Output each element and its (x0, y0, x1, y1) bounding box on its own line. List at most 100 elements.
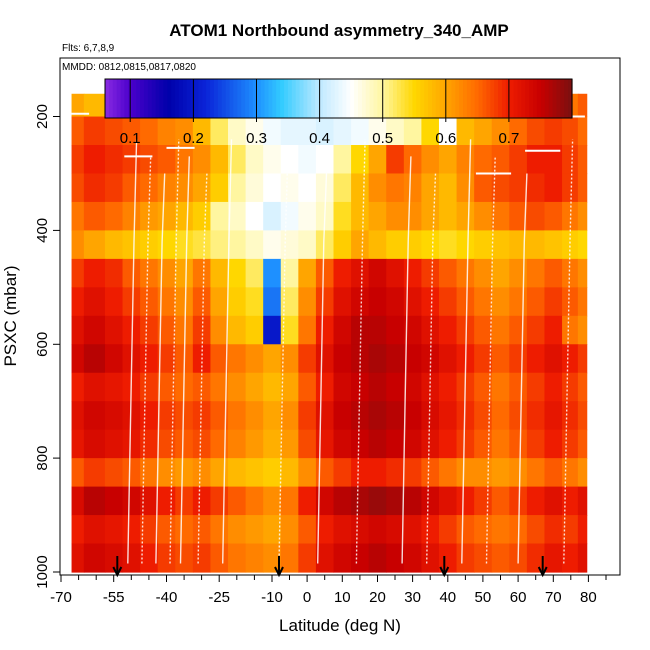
heatmap-cell (263, 201, 282, 232)
heatmap-cell (140, 201, 159, 232)
heatmap-cell (280, 429, 299, 459)
colorbar-swatch (389, 79, 394, 118)
heatmap-cell (263, 145, 282, 175)
heatmap-cell (263, 315, 282, 345)
y-tick-label: 400 (34, 218, 51, 243)
colorbar-swatch (342, 79, 347, 118)
heatmap-cell (456, 230, 475, 260)
heatmap-cell (509, 201, 528, 232)
heatmap-cell (491, 344, 510, 374)
colorbar-swatch (112, 79, 118, 118)
heatmap-cell (526, 173, 546, 203)
heatmap-cell (298, 458, 317, 488)
y-axis-label: PSXC (mbar) (1, 265, 20, 366)
heatmap-cell (122, 230, 141, 260)
heatmap-cell (280, 201, 299, 232)
heatmap-cell (228, 315, 247, 345)
heatmap-cell (474, 116, 493, 146)
heatmap-cell (83, 93, 106, 118)
profile-line (426, 173, 437, 564)
heatmap-cell (175, 116, 194, 146)
colorbar-swatch (210, 79, 215, 118)
heatmap-cell (263, 429, 282, 459)
heatmap-cell (333, 515, 352, 545)
heatmap-cell (474, 173, 493, 203)
heatmap-cell (421, 515, 440, 545)
heatmap-cell (228, 258, 247, 288)
heatmap-cell (228, 515, 247, 545)
heatmap-cell (526, 258, 546, 288)
profile-line (197, 173, 208, 564)
heatmap-cell (562, 543, 579, 573)
heatmap-cell (122, 401, 141, 431)
heatmap-cell (140, 372, 159, 402)
heatmap-cell (192, 173, 212, 203)
heatmap-cell (83, 116, 106, 146)
heatmap-cell (333, 116, 352, 146)
heatmap-cell (544, 543, 563, 573)
heatmap-cell (280, 344, 299, 374)
heatmap-cell (140, 116, 159, 146)
heatmap-cell (245, 401, 264, 431)
colorbar-swatch (155, 79, 161, 118)
x-tick-label: 0 (303, 589, 311, 606)
heatmap-cell (474, 287, 493, 317)
heatmap-cell (577, 145, 588, 175)
colorbar-swatch (334, 79, 340, 118)
profile-line (169, 139, 180, 564)
colorbar-swatch (560, 79, 565, 118)
heatmap-cell (438, 458, 458, 488)
heatmap-cell (351, 486, 370, 516)
heatmap-cell (491, 401, 510, 431)
heatmap-cell (122, 287, 141, 317)
heatmap-cell (333, 486, 352, 516)
profile-line (517, 173, 528, 564)
x-tick-label: 50 (475, 589, 492, 606)
heatmap-cell (403, 515, 422, 545)
colorbar: 0.1 0.2 0.3 0.4 0.5 0.6 0.7 (104, 78, 573, 147)
heatmap-cell (263, 401, 282, 431)
heatmap-cell (122, 201, 141, 232)
heatmap-cell (509, 258, 528, 288)
heatmap-cell (315, 145, 335, 175)
heatmap-cell (315, 515, 335, 545)
colorbar-swatch (420, 79, 425, 118)
heatmap-cell (368, 230, 387, 260)
heatmap-cell (386, 372, 405, 402)
heatmap-cell (83, 401, 106, 431)
colorbar-swatch (568, 79, 573, 118)
colorbar-swatch (525, 79, 530, 118)
colorbar-tick-label: 0.6 (435, 130, 456, 147)
heatmap-cell (544, 515, 563, 545)
heatmap-cell (368, 458, 387, 488)
heatmap-cell (403, 145, 422, 175)
colorbar-swatch (198, 79, 203, 118)
heatmap-cell (368, 486, 387, 516)
heatmap-cell (368, 372, 387, 402)
heatmap-cell (509, 458, 528, 488)
heatmap-cell (83, 486, 106, 516)
colorbar-swatch (299, 79, 305, 118)
colorbar-swatch (241, 79, 246, 118)
colorbar-swatch (428, 79, 433, 118)
heatmap-cell (491, 458, 510, 488)
heatmap-cell (577, 116, 588, 146)
colorbar-swatch (412, 79, 417, 118)
colorbar-swatch (272, 79, 277, 118)
y-axis: 200 400 600 800 1000 (34, 104, 60, 589)
heatmap-cell (71, 145, 85, 175)
heatmap-cell (562, 230, 579, 260)
heatmap-cell (544, 458, 563, 488)
colorbar-swatch (264, 79, 270, 118)
heatmap-cell (456, 401, 475, 431)
heatmap-cell (104, 429, 124, 459)
heatmap-cell (210, 287, 229, 317)
heatmap-cell (456, 429, 475, 459)
heatmap-cell (71, 458, 85, 488)
heatmap-cell (333, 401, 352, 431)
heatmap-cell (280, 116, 299, 146)
colorbar-swatch (482, 79, 487, 118)
colorbar-swatch (287, 79, 293, 118)
heatmap-cell (83, 543, 106, 573)
